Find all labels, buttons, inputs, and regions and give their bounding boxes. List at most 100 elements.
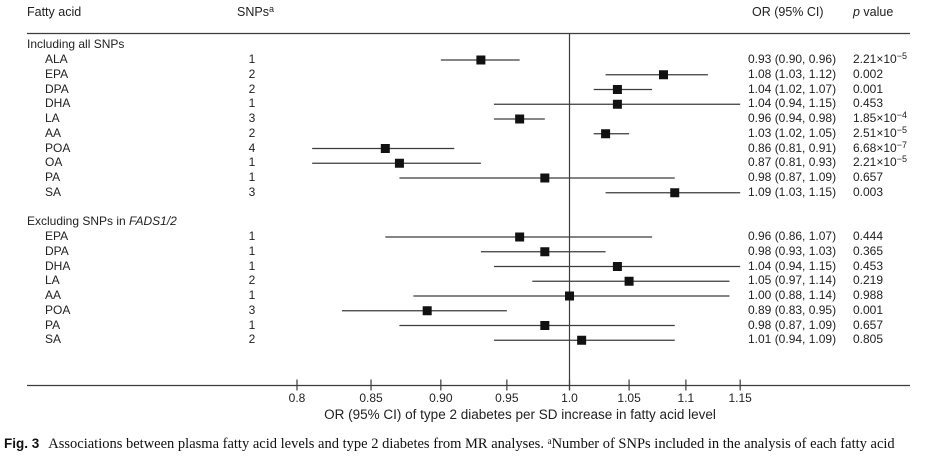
row-snp-count: 1: [248, 155, 256, 170]
row-snp-count: 1: [248, 288, 256, 302]
row-or-ci-text: 0.96 (0.86, 1.07): [748, 229, 837, 243]
or-point-marker: [565, 291, 574, 301]
row-p-value: 0.001: [853, 302, 884, 317]
or-point-marker: [540, 321, 550, 330]
row-snp-count: 1: [248, 52, 256, 66]
row-label: DPA: [45, 243, 69, 258]
or-point-marker: [540, 247, 550, 257]
row-or-ci-text: 0.98 (0.93, 1.03): [748, 243, 837, 258]
or-point-marker: [380, 144, 390, 153]
row-or-ci-text: 0.98 (0.87, 1.09): [748, 170, 837, 184]
column-header-snps-text: SNPs: [237, 5, 269, 19]
row-p-value: 0.453: [853, 258, 884, 273]
x-tick-label: 1.0: [561, 391, 578, 405]
column-header-snps-superscript: a: [268, 4, 274, 14]
or-point-marker: [476, 55, 486, 65]
section-header: Excluding SNPs in FADS1/2: [27, 214, 177, 228]
x-tick-label: 0.95: [495, 391, 519, 405]
row-snp-count: 3: [248, 184, 256, 199]
row-snp-count: 2: [248, 332, 256, 347]
row-snp-count: 1: [248, 229, 256, 243]
row-label: DHA: [45, 258, 71, 273]
or-point-marker: [515, 232, 525, 242]
row-snp-count: 3: [248, 302, 256, 317]
row-snp-count: 1: [248, 317, 256, 332]
section-header: Including all SNPs: [27, 37, 125, 51]
row-snp-count: 1: [248, 258, 256, 273]
row-p-value: 0.003: [853, 184, 884, 199]
or-point-marker: [540, 173, 550, 183]
row-p-value: 0.444: [853, 229, 884, 243]
row-snp-count: 2: [248, 273, 256, 288]
column-header-snps: SNPsa: [237, 5, 274, 20]
caption-footnote-superscript: a: [547, 436, 552, 446]
row-label: EPA: [45, 66, 69, 81]
or-point-marker: [658, 70, 668, 80]
row-or-ci-text: 0.89 (0.83, 0.95): [748, 302, 837, 317]
row-or-ci-text: 1.05 (0.97, 1.14): [748, 273, 837, 288]
row-label: PA: [45, 170, 61, 184]
or-point-marker: [422, 306, 432, 316]
or-point-marker: [601, 129, 611, 139]
x-axis-label: OR (95% CI) of type 2 diabetes per SD in…: [324, 407, 716, 422]
row-or-ci-text: 0.93 (0.90, 0.96): [748, 52, 837, 66]
x-tick-label: 1.1: [677, 391, 695, 405]
or-point-marker: [670, 188, 680, 198]
x-tick-label: 0.90: [429, 391, 453, 405]
x-tick-label: 1.05: [617, 391, 641, 405]
row-snp-count: 1: [248, 170, 256, 184]
row-or-ci-text: 0.87 (0.81, 0.93): [748, 155, 837, 170]
row-p-value: 0.657: [853, 170, 884, 184]
row-p-value: 0.001: [853, 81, 884, 96]
row-or-ci-text: 1.09 (1.03, 1.15): [748, 184, 837, 199]
row-snp-count: 3: [248, 111, 256, 125]
row-p-value: 0.365: [853, 243, 884, 258]
row-or-ci-text: 1.08 (1.03, 1.12): [748, 66, 837, 81]
row-snp-count: 2: [248, 66, 256, 81]
row-p-value: 0.219: [853, 273, 884, 288]
row-p-value: 6.68×10−7: [853, 139, 907, 155]
column-header-p-italic: p: [853, 5, 860, 19]
row-p-value: 0.657: [853, 317, 884, 332]
x-tick-label: 0.85: [359, 391, 383, 405]
row-or-ci-text: 1.04 (0.94, 1.15): [748, 96, 837, 111]
row-label: PA: [45, 317, 61, 332]
column-header-p-value: p value: [853, 5, 893, 20]
row-label: DPA: [45, 81, 69, 96]
row-label: POA: [45, 140, 71, 155]
caption-footnote-text: Number of SNPs included in the analysis …: [551, 436, 895, 452]
row-or-ci-text: 1.04 (0.94, 1.15): [748, 258, 837, 273]
row-or-ci-text: 1.00 (0.88, 1.14): [748, 288, 837, 302]
row-or-ci-text: 0.96 (0.94, 0.98): [748, 111, 837, 125]
row-p-value: 0.805: [853, 332, 884, 347]
or-point-marker: [624, 276, 634, 286]
row-label: SA: [45, 332, 62, 347]
row-or-ci-text: 0.98 (0.87, 1.09): [748, 317, 837, 332]
column-header-p-rest: value: [859, 5, 894, 19]
row-p-value: 2.51×10−5: [853, 124, 907, 140]
x-tick-label: 0.8: [288, 391, 306, 405]
row-snp-count: 1: [248, 243, 256, 258]
row-label: OA: [45, 155, 63, 170]
row-p-value: 0.002: [853, 66, 884, 81]
row-label: AA: [45, 125, 62, 140]
row-snp-count: 2: [248, 125, 256, 140]
row-or-ci-text: 0.86 (0.81, 0.91): [748, 140, 837, 155]
row-label: POA: [45, 302, 71, 317]
row-label: AA: [45, 288, 62, 302]
row-or-ci-text: 1.04 (1.02, 1.07): [748, 81, 837, 96]
row-snp-count: 4: [248, 140, 256, 155]
row-p-value: 1.85×10−4: [853, 110, 907, 126]
or-point-marker: [612, 262, 622, 271]
figure-caption: Fig. 3 Associations between plasma fatty …: [4, 435, 895, 453]
row-label: DHA: [45, 96, 71, 111]
row-snp-count: 1: [248, 96, 256, 111]
or-point-marker: [515, 114, 525, 124]
or-point-marker: [394, 158, 404, 168]
row-label: LA: [45, 111, 60, 125]
row-or-ci-text: 1.03 (1.02, 1.05): [748, 125, 837, 140]
or-point-marker: [612, 99, 622, 109]
row-snp-count: 2: [248, 81, 256, 96]
row-label: LA: [45, 273, 60, 288]
